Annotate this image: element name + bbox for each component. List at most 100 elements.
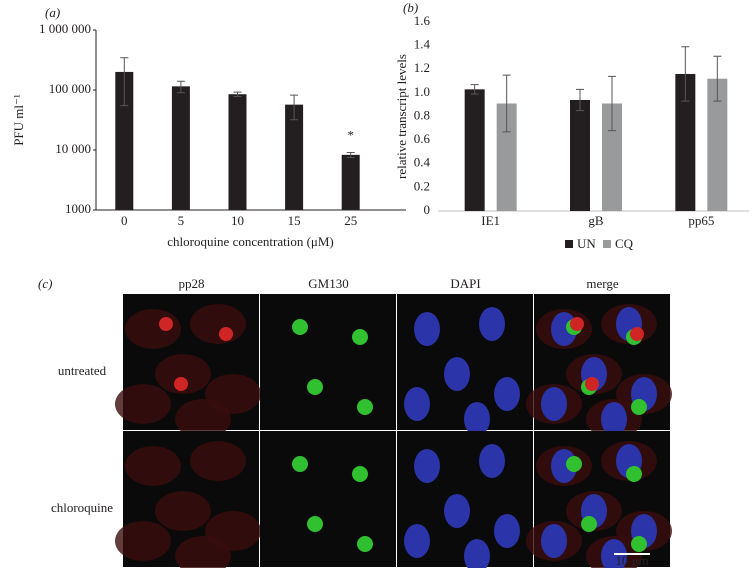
panel-label: (a) [45,5,60,20]
legend-label: CQ [615,236,634,251]
golgi [292,456,308,472]
y-tick-label: 1.6 [414,13,431,28]
row-label: chloroquine [51,500,113,515]
row-label: untreated [58,363,107,378]
golgi [357,536,373,552]
column-label: merge [586,276,618,291]
bar [602,103,622,211]
y-tick-label: 10 000 [55,141,91,156]
pp28-spot [630,327,644,341]
legend-swatch [603,240,611,248]
y-tick-label: 1.2 [414,60,430,75]
nucleus [444,357,470,391]
y-tick-label: 0.2 [414,178,430,193]
y-tick-label: 0.4 [414,155,431,170]
scale-bar-label: 10 μm [615,553,648,568]
nucleus [444,494,470,528]
y-tick-label: 1.0 [414,84,430,99]
error-bar [713,55,722,102]
cell [175,536,231,568]
error-bar [346,151,355,158]
y-axis-label: PFU ml⁻¹ [11,94,26,146]
nucleus [464,539,490,568]
bar [285,104,304,210]
y-tick-label: 0.8 [414,107,430,122]
nucleus [464,402,490,436]
nucleus [414,449,440,483]
cell [115,521,171,561]
x-tick-label: 10 [231,213,244,228]
annotation: * [347,127,354,142]
x-tick-label: 25 [344,213,357,228]
y-tick-label: 1.4 [414,37,431,52]
golgi [626,466,642,482]
nucleus [404,387,430,421]
y-tick-label: 1000 [65,201,91,216]
bar [341,154,360,210]
cell [190,304,246,344]
bar [228,94,247,210]
cell [115,384,171,424]
micrograph [260,294,396,430]
x-tick-label: pp65 [688,213,714,228]
y-tick-label: 100 000 [49,81,91,96]
x-axis-label: chloroquine concentration (μM) [167,234,334,249]
bar [570,99,590,211]
cell [190,441,246,481]
bar [171,86,190,210]
nucleus [541,387,567,421]
cell [155,354,211,394]
pp28-spot [570,317,584,331]
y-tick-label: 1 000 000 [39,21,91,36]
golgi [307,516,323,532]
golgi [292,319,308,335]
error-bar [233,91,242,97]
error-bar [681,46,690,102]
pp28-spot [174,377,188,391]
golgi [352,466,368,482]
pp28-spot [159,317,173,331]
golgi [352,329,368,345]
nucleus [494,514,520,548]
nucleus [541,524,567,558]
error-bar [120,57,129,107]
bar [707,78,728,211]
bar [464,89,485,211]
cell [155,491,211,531]
bar [675,73,696,211]
column-label: pp28 [179,276,205,291]
x-tick-label: gB [588,213,604,228]
nucleus [414,312,440,346]
y-axis-label: relative transcript levels [394,54,409,179]
error-bar [608,75,616,132]
golgi [581,516,597,532]
golgi [357,399,373,415]
legend-label: UN [577,236,596,251]
x-tick-label: 5 [178,213,185,228]
bar [115,71,134,210]
x-tick-label: 15 [288,213,301,228]
pp28-spot [219,327,233,341]
error-bar [176,80,185,94]
error-bar [470,84,479,95]
micrograph [260,431,396,567]
nucleus [479,307,505,341]
x-tick-label: 0 [121,213,128,228]
legend-swatch [565,240,573,248]
error-bar [502,74,511,133]
y-tick-label: 0 [424,202,431,217]
y-tick-label: 0.6 [414,131,431,146]
cell [175,399,231,439]
nucleus [494,377,520,411]
column-label: GM130 [308,276,348,291]
nucleus [404,524,430,558]
panel-label: (b) [403,0,418,15]
nucleus [479,444,505,478]
nucleus [601,402,627,436]
golgi [307,379,323,395]
cell [125,309,181,349]
golgi [631,536,647,552]
column-label: DAPI [450,276,480,291]
golgi [631,399,647,415]
